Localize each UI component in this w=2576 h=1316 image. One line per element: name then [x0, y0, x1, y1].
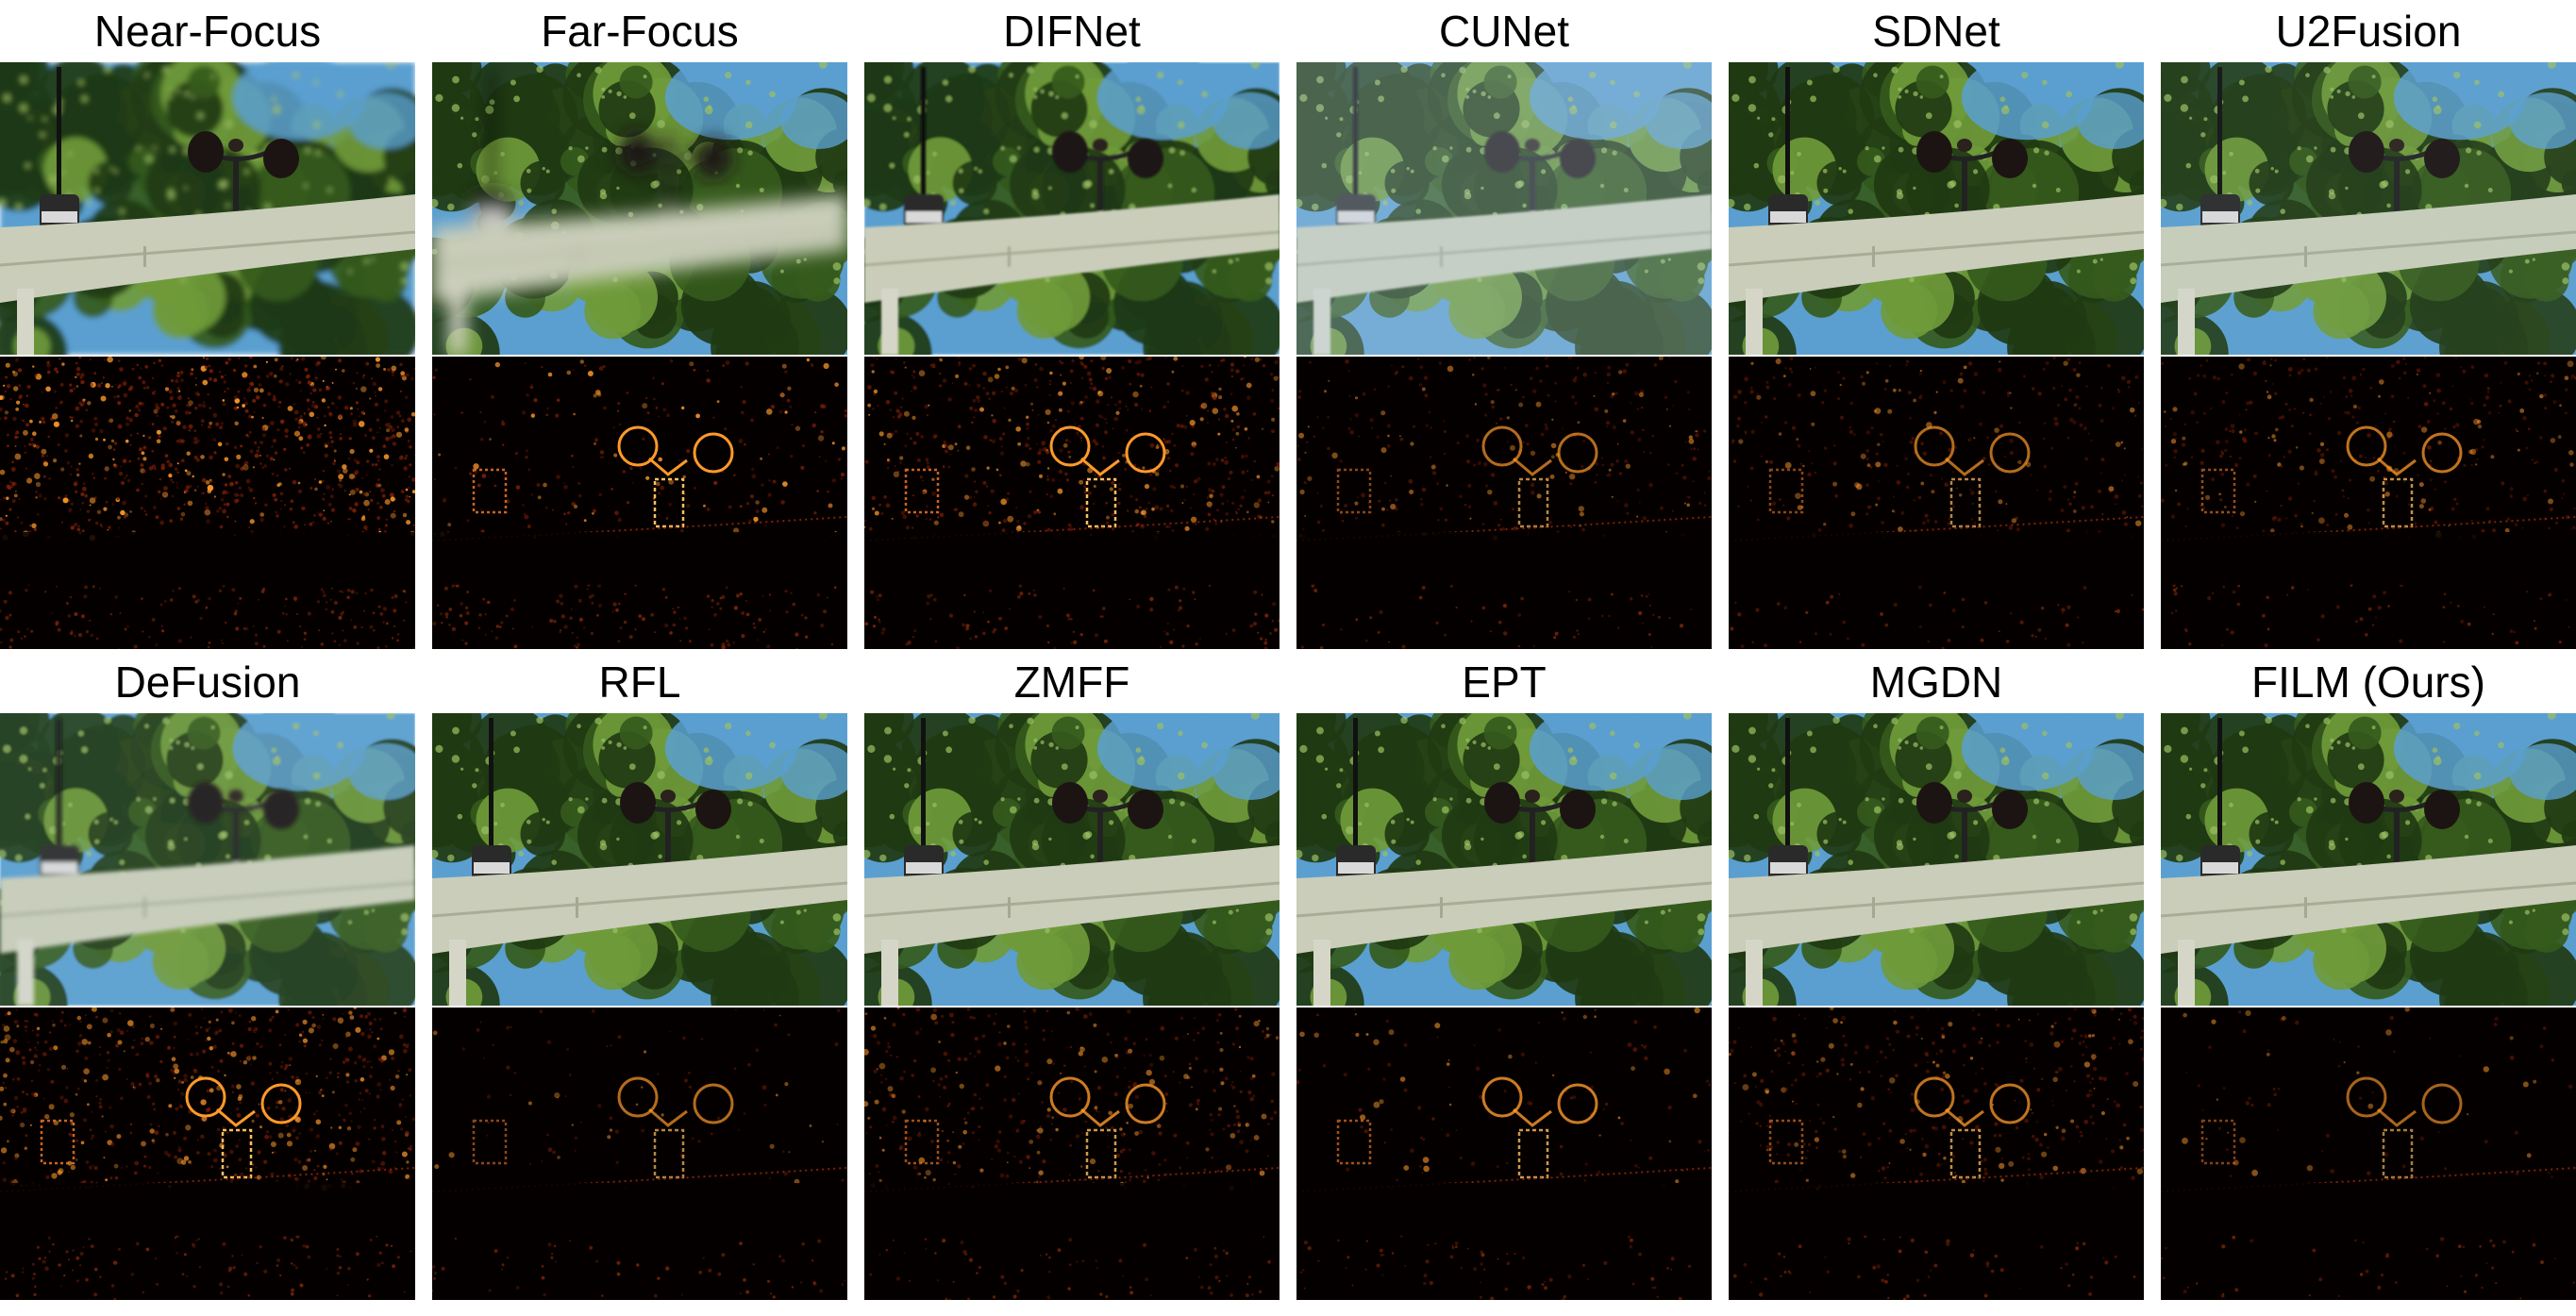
error-map: [1296, 1008, 1712, 1300]
error-heatmap: [432, 1008, 847, 1300]
error-map: [1729, 1008, 2144, 1300]
fused-image: [0, 713, 415, 1006]
error-map: [1729, 357, 2144, 649]
panel-title: U2Fusion: [2275, 7, 2462, 56]
fused-image: [864, 713, 1280, 1006]
error-heatmap: [2161, 1008, 2576, 1300]
fused-image: [1296, 713, 1712, 1006]
panel-title: FILM (Ours): [2251, 658, 2485, 707]
background-foliage: [1296, 713, 1712, 1006]
error-heatmap: [1729, 357, 2144, 649]
panel-title: DeFusion: [114, 658, 301, 707]
anemometer-scene: [864, 718, 1280, 1006]
error-heatmap: [1296, 1008, 1712, 1300]
panel-title: ZMFF: [1013, 658, 1130, 707]
anemometer-scene: [1729, 718, 2144, 1006]
error-map: [864, 1008, 1280, 1300]
panel-title: CUNet: [1438, 7, 1570, 56]
error-heatmap: [2161, 357, 2576, 649]
anemometer-scene: [1296, 718, 1712, 1006]
error-heatmap: [0, 357, 415, 649]
error-heatmap: [1296, 357, 1712, 649]
anemometer-scene: [0, 67, 415, 355]
anemometer-scene: [2161, 67, 2576, 355]
error-map: [2161, 1008, 2576, 1300]
anemometer-scene: [0, 718, 415, 1006]
error-map: [2161, 357, 2576, 648]
panel-title: MGDN: [1869, 658, 2003, 707]
fused-image: [0, 62, 415, 355]
error-heatmap: [0, 1008, 415, 1300]
error-map: [432, 358, 847, 649]
fused-image: [1729, 62, 2144, 355]
error-heatmap: [1729, 1008, 2144, 1300]
error-heatmap: [864, 1008, 1280, 1300]
fused-image: [432, 713, 847, 1006]
fused-image: [2161, 713, 2576, 1006]
error-heatmap: [864, 357, 1280, 649]
error-map: [432, 1008, 847, 1299]
panel-title: Far-Focus: [541, 7, 739, 56]
fused-image: [432, 62, 847, 355]
fused-image: [1296, 62, 1712, 355]
error-map: [0, 357, 415, 649]
panel-title: Near-Focus: [93, 7, 322, 56]
anemometer-scene: [432, 67, 847, 355]
error-heatmap: [432, 357, 847, 649]
anemometer-scene: [864, 67, 1280, 355]
panel-title: SDNet: [1872, 7, 2000, 56]
panel-title: EPT: [1462, 658, 1547, 707]
anemometer-scene: [2161, 718, 2576, 1006]
panel-title: RFL: [598, 658, 681, 707]
anemometer-scene: [432, 718, 847, 1006]
panel-title: DIFNet: [1003, 7, 1141, 56]
anemometer-scene: [1296, 67, 1712, 355]
fused-image: [2161, 62, 2576, 355]
error-map: [864, 357, 1280, 649]
fused-image: [1729, 713, 2144, 1006]
fused-image: [864, 62, 1280, 355]
anemometer-scene: [1729, 67, 2144, 355]
error-map: [1296, 357, 1712, 649]
error-map: [0, 1008, 415, 1300]
